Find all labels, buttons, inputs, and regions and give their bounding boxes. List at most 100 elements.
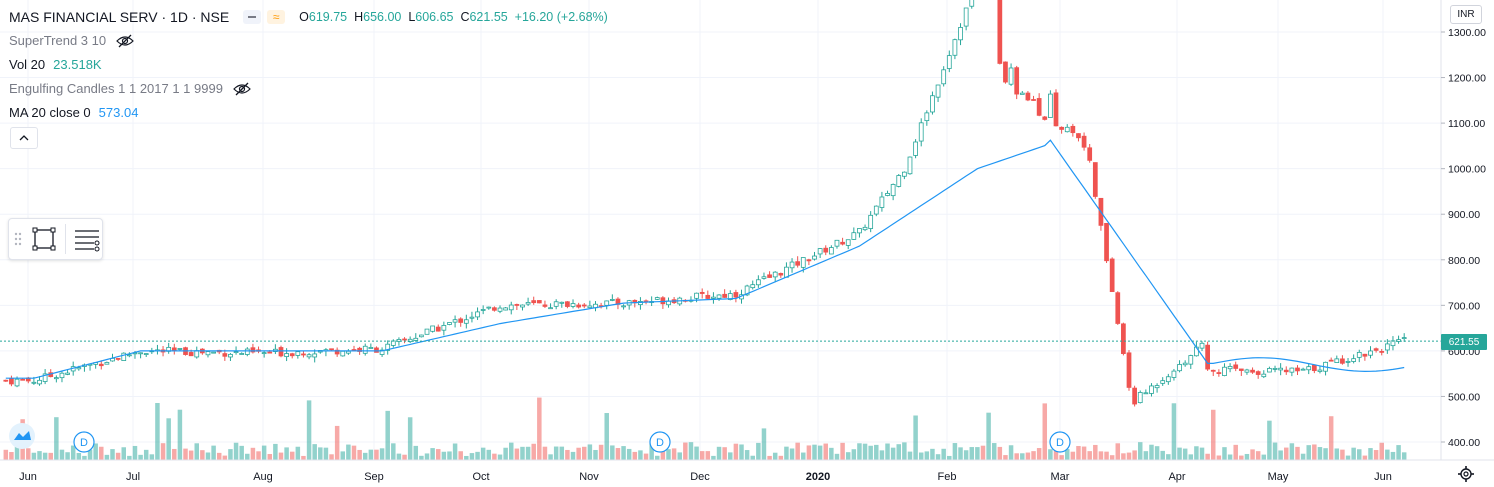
eye-hidden-icon[interactable] (233, 82, 251, 96)
volume-bar (194, 443, 199, 460)
volume-bar (660, 445, 666, 460)
candle-body (1081, 135, 1087, 148)
minus-pill-icon[interactable] (243, 10, 262, 24)
dividend-marker[interactable] (1049, 431, 1071, 453)
candle-body (1025, 92, 1031, 101)
candle-body (98, 363, 104, 367)
price-tick-label: 900.00 (1448, 209, 1480, 221)
time-tick-label: Sep (364, 471, 384, 483)
object-tree-icon[interactable] (72, 225, 102, 253)
volume-bar (823, 443, 828, 460)
candle-body (334, 349, 340, 355)
drawing-toolbar[interactable] (8, 218, 103, 260)
candle-body (817, 248, 823, 255)
volume-bar (301, 455, 306, 460)
volume-bar (649, 442, 654, 460)
volume-bar (761, 428, 767, 460)
volume-bar (452, 443, 458, 460)
volume-bar (890, 447, 896, 460)
volume-bar (1008, 445, 1014, 460)
volume-bar (553, 446, 559, 460)
collapse-legend-button[interactable] (10, 127, 38, 149)
volume-bar (885, 443, 890, 460)
indicator-label: Engulfing Candles 1 1 2017 1 1 9999 (9, 81, 223, 96)
volume-bar (1042, 403, 1048, 460)
volume-bar (806, 445, 812, 460)
candle-body (902, 171, 907, 177)
candle-body (104, 362, 110, 365)
volume-bar (222, 455, 228, 460)
volume-bar (1317, 447, 1323, 460)
indicator-volume[interactable]: Vol 20 23.518K (9, 57, 102, 72)
volume-bar (346, 444, 351, 460)
volume-bar (289, 451, 295, 460)
ma-line (5, 139, 1405, 379)
volume-bar (132, 445, 138, 460)
indicator-label: SuperTrend 3 10 (9, 33, 107, 48)
candle-body (711, 296, 716, 299)
price-axis[interactable]: 1300.00 1200.00 1100.00 1000.00 900.00 800.00… (1441, 27, 1486, 449)
dividend-marker[interactable] (649, 431, 671, 453)
candle-body (250, 347, 256, 353)
time-tick-label: Jun (19, 471, 37, 483)
volume-bar (76, 452, 82, 460)
volume-bar (1340, 449, 1345, 460)
time-tick-label: May (1268, 471, 1289, 483)
candle-body (76, 367, 82, 370)
symbol-title[interactable]: MAS FINANCIAL SERV · 1D · NSE (9, 9, 230, 25)
volume-bar (1328, 416, 1334, 460)
candle-body (480, 309, 486, 311)
candle-body (761, 276, 767, 279)
volume-bar (65, 452, 70, 460)
tradingview-logo-icon[interactable] (9, 423, 35, 449)
candle-body (845, 239, 851, 246)
indicator-engulfing[interactable]: Engulfing Candles 1 1 2017 1 1 9999 (9, 81, 251, 96)
price-tick-label: 400.00 (1448, 437, 1480, 449)
chevron-up-icon (19, 135, 29, 141)
drag-handle-icon[interactable] (11, 229, 25, 249)
candle-body (1042, 116, 1048, 120)
eye-hidden-icon[interactable] (116, 34, 134, 48)
candle-body (458, 318, 464, 323)
volume-bar (711, 455, 716, 460)
time-axis[interactable]: Jun Jul Aug Sep Oct Nov Dec 2020 Feb Mar Apr May Jun (19, 471, 1392, 483)
candle-body (469, 316, 475, 319)
volume-bar (42, 452, 48, 460)
candle-body (885, 193, 890, 196)
ohlc-low: 606.65 (415, 10, 454, 24)
volume-bar (340, 451, 346, 460)
volume-bar (604, 413, 609, 460)
volume-bar (385, 410, 390, 460)
candle-body (402, 338, 407, 341)
candle-body (873, 205, 879, 215)
candle-body (879, 196, 885, 208)
candle-body (1300, 368, 1306, 371)
volume-bar (688, 442, 694, 460)
rectangle-select-icon[interactable] (29, 225, 59, 253)
currency-badge[interactable]: INR (1450, 5, 1482, 24)
volume-bar (1137, 442, 1143, 460)
volume-bar (1064, 449, 1070, 460)
indicator-ma[interactable]: MA 20 close 0 573.04 (9, 105, 138, 120)
wave-pill-icon[interactable]: ≈ (267, 10, 286, 24)
volume-bar (1154, 446, 1160, 460)
volume-bar (1070, 451, 1076, 460)
candle-body (3, 379, 9, 382)
volume-bar (31, 452, 37, 460)
volume-bar (26, 448, 31, 460)
dividend-marker[interactable] (73, 431, 95, 453)
indicator-supertrend[interactable]: SuperTrend 3 10 (9, 33, 134, 48)
volume-bar (778, 455, 784, 460)
volume-bar (756, 442, 761, 460)
candle-body (1076, 133, 1081, 139)
candle-body (1317, 369, 1323, 372)
candle-body (531, 300, 537, 304)
volume-bar (626, 448, 632, 460)
candle-body (548, 307, 553, 310)
gear-icon[interactable] (1458, 466, 1474, 482)
candle-body (716, 294, 722, 299)
candle-body (958, 27, 963, 41)
volume-bar (379, 448, 385, 460)
